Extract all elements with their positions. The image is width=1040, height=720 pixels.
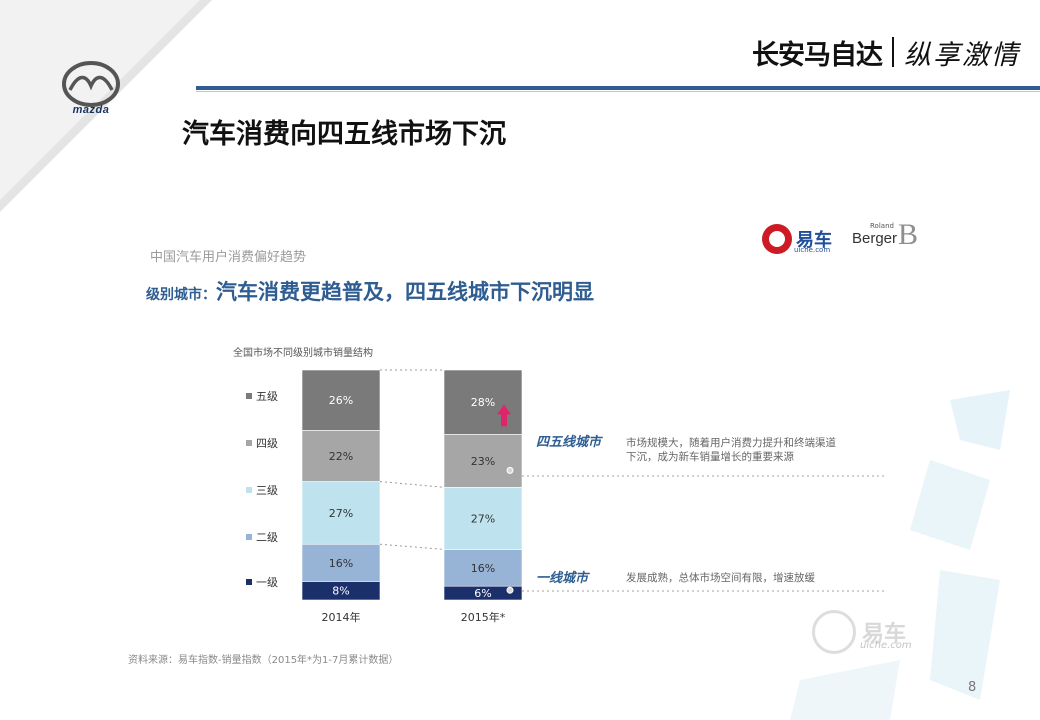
- bar-segment: [443, 486, 523, 550]
- annotation-text: 下沉，成为新车销量增长的重要来源: [626, 450, 794, 463]
- data-label: 26%: [329, 394, 353, 407]
- watermark-domain: uiche.com: [860, 640, 912, 651]
- data-label: 22%: [329, 450, 353, 463]
- header-rule-thin: [196, 91, 1040, 92]
- roland-berger-name: Berger: [852, 230, 898, 247]
- legend-swatch: [246, 579, 252, 585]
- legend-entry: 一级: [256, 576, 278, 589]
- legend-swatch: [246, 487, 252, 493]
- inner-heading-title: 汽车消费更趋普及，四五线城市下沉明显: [216, 280, 594, 304]
- data-label: 8%: [332, 585, 349, 598]
- data-label: 16%: [471, 562, 495, 575]
- yiche-mark-icon: [762, 224, 792, 254]
- bar-segment: [301, 543, 381, 582]
- chart-title: 全国市场不同级别城市销量结构: [233, 346, 373, 359]
- brand-slogan: 纵享激情: [904, 39, 1020, 71]
- legend-entry: 二级: [256, 531, 278, 544]
- data-label: 16%: [329, 557, 353, 570]
- mazda-wordmark: mazda: [72, 104, 110, 116]
- brand-lockup: 长安马自达 纵享激情: [752, 32, 1020, 72]
- yiche-name: 易车: [796, 230, 832, 251]
- legend-swatch: [246, 440, 252, 446]
- annotation-label: 一线城市: [536, 570, 590, 586]
- legend-entry: 三级: [256, 484, 278, 497]
- yiche-domain: uiche.com: [794, 246, 831, 254]
- annotation-dot: [506, 586, 514, 594]
- bar-segment: [443, 369, 523, 435]
- data-label: 6%: [474, 587, 491, 600]
- annotation-text: 市场规模大，随着用户消费力提升和终端渠道: [626, 436, 836, 449]
- connector-line: [379, 481, 445, 488]
- bar-segment: [301, 430, 381, 482]
- roland-berger-letter: B: [898, 218, 919, 251]
- watermark-name: 易车: [862, 622, 907, 647]
- bar-segment: [443, 434, 523, 488]
- brand-name: 长安马自达: [752, 39, 883, 71]
- corner-decoration-inner: [0, 0, 200, 200]
- up-arrow-icon: [497, 404, 511, 427]
- source-note: 资料来源：易车指数-销量指数（2015年*为1-7月累计数据）: [128, 655, 399, 666]
- brand-divider: [892, 37, 894, 67]
- data-label: 28%: [471, 396, 495, 409]
- inner-subtitle: 中国汽车用户消费偏好趋势: [150, 250, 307, 265]
- inner-heading-label: 级别城市：: [146, 287, 216, 303]
- background-decoration: [790, 390, 1010, 720]
- data-label: 27%: [329, 507, 353, 520]
- x-tick-label: 2015年*: [461, 610, 506, 624]
- legend-entry: 四级: [256, 437, 278, 450]
- header-rule: [196, 86, 1040, 90]
- legend-swatch: [246, 534, 252, 540]
- connector-line: [379, 543, 445, 550]
- legend-swatch: [246, 393, 252, 399]
- roland-berger-small: Roland: [870, 222, 894, 230]
- x-tick-label: 2014年: [322, 610, 361, 624]
- annotation-text: 发展成熟，总体市场空间有限，增速放缓: [626, 571, 815, 584]
- bar-segment: [301, 481, 381, 545]
- inner-heading: 级别城市： 汽车消费更趋普及，四五线城市下沉明显: [146, 276, 594, 306]
- data-label: 23%: [471, 455, 495, 468]
- page-number: 8: [968, 680, 977, 695]
- bar-segment: [301, 369, 381, 431]
- watermark-logo: 易车: [812, 610, 906, 654]
- watermark-circle-icon: [812, 610, 856, 654]
- slide-title: 汽车消费向四五线市场下沉: [182, 119, 506, 150]
- legend-entry: 五级: [256, 390, 278, 403]
- annotation-dot: [506, 466, 514, 474]
- mazda-logo-icon: [62, 61, 120, 107]
- data-label: 27%: [471, 512, 495, 525]
- annotation-label: 四五线城市: [536, 434, 603, 450]
- yiche-logo: 易车: [762, 224, 832, 254]
